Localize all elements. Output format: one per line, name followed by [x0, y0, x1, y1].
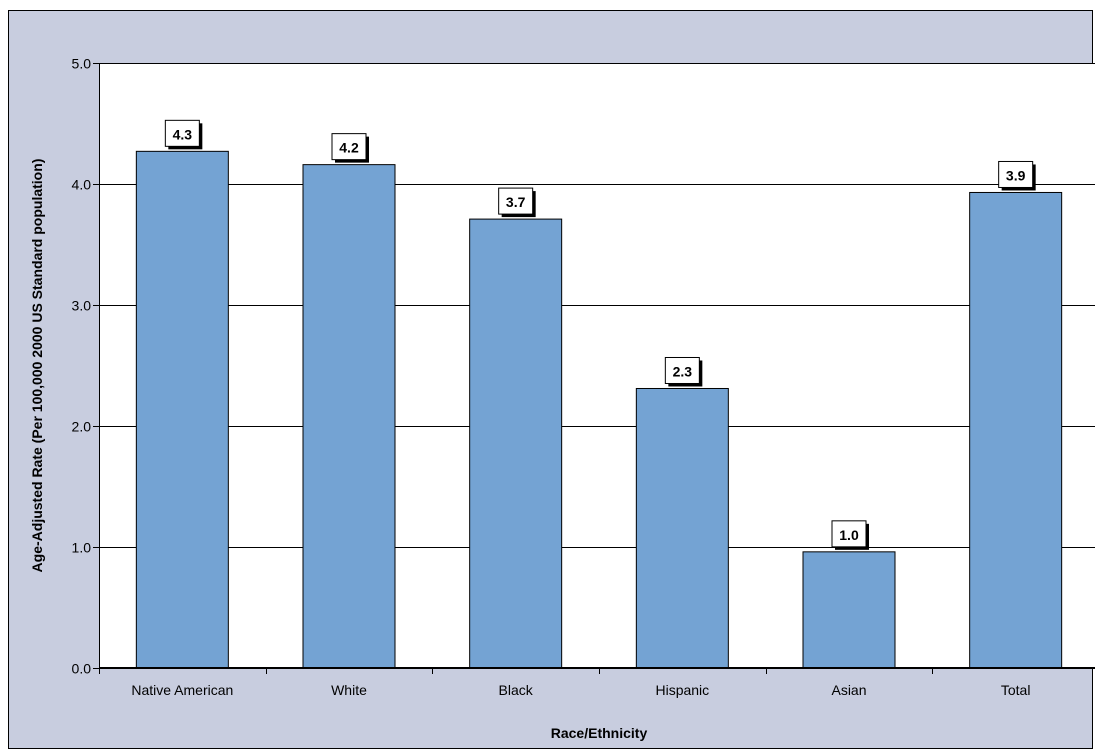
x-tick-label: Asian	[831, 682, 866, 698]
y-tick-label: 0.0	[72, 661, 92, 677]
data-label: 2.3	[673, 363, 693, 379]
bar	[302, 164, 396, 669]
bar	[969, 191, 1063, 669]
y-tick-label: 1.0	[72, 540, 92, 556]
x-tick-label: Hispanic	[655, 682, 709, 698]
data-label-box	[498, 187, 534, 215]
x-tick-label: Total	[1001, 682, 1031, 698]
data-label-box	[331, 133, 367, 161]
bar	[802, 551, 896, 669]
bar	[469, 218, 563, 669]
data-label-box	[164, 119, 200, 147]
data-label: 4.2	[339, 140, 359, 156]
data-label-box	[664, 356, 700, 384]
x-tick-label: Black	[499, 682, 534, 698]
y-axis-title: Age-Adjusted Rate (Per 100,000 2000 US S…	[29, 159, 45, 573]
x-tick-label: Native American	[131, 682, 233, 698]
data-labels: 4.3 4.2 3.7 2.3 1.0 3.9	[164, 119, 1036, 550]
y-tick-label: 2.0	[72, 419, 92, 435]
data-label: 3.9	[1006, 167, 1026, 183]
y-tick-label: 5.0	[72, 56, 92, 72]
bar	[635, 387, 729, 669]
x-axis-ticks: Native American White Black Hispanic Asian To…	[99, 668, 1031, 698]
plot-area	[99, 63, 1095, 668]
y-tick-label: 4.0	[72, 177, 92, 193]
bars	[135, 150, 1063, 669]
data-label-box	[998, 160, 1034, 188]
plot-border	[99, 63, 1095, 668]
data-label: 3.7	[506, 194, 526, 210]
data-label: 1.0	[839, 527, 859, 543]
x-tick-label: White	[331, 682, 367, 698]
data-label: 4.3	[173, 126, 193, 142]
x-axis-title: Race/Ethnicity	[551, 725, 648, 741]
bar	[135, 150, 229, 669]
data-label-box	[831, 520, 867, 548]
y-tick-label: 3.0	[72, 298, 92, 314]
y-axis-ticks: 0.0 1.0 2.0 3.0 4.0 5.0	[72, 56, 99, 677]
